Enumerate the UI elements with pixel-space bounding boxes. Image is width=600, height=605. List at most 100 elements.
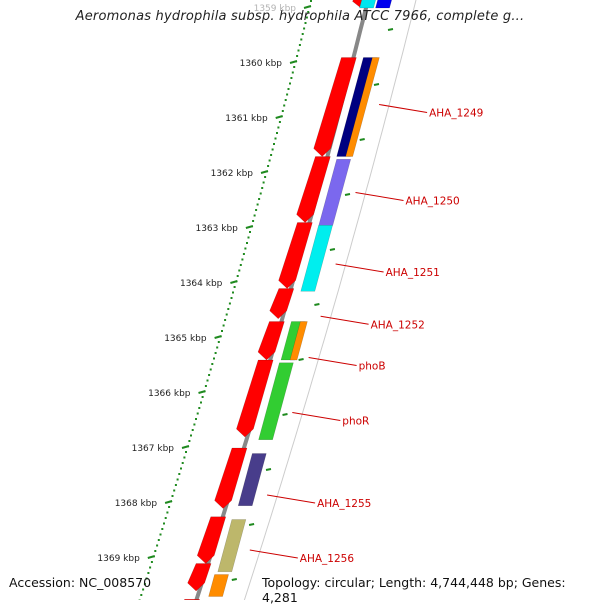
tick-label: 1366 kbp: [148, 389, 191, 399]
ruler-dot: [147, 572, 150, 574]
tick-marks: 1359 kbp 1360 kbp 1361 kbp 1362 kbp 1363 kbp…: [97, 4, 394, 581]
topology-text: Topology: circular; Length: 4,744,448 bp…: [262, 575, 566, 605]
gene-leader-line: [292, 412, 341, 421]
ruler-dot: [188, 440, 191, 442]
ruler-dot: [209, 368, 212, 371]
tick-label: 1367 kbp: [132, 444, 175, 454]
tick-mark: [164, 500, 173, 504]
ruler-dot: [289, 82, 291, 85]
gene-track: [208, 0, 392, 597]
backbone: [194, 0, 417, 600]
ruler-dot: [157, 539, 160, 541]
ruler-dot: [216, 346, 219, 349]
ruler-dot: [271, 148, 274, 151]
cds-arrow: [214, 447, 248, 509]
ruler-dot: [305, 16, 308, 19]
ruler-dot: [261, 187, 264, 189]
ruler-dot: [293, 66, 296, 68]
tick-mark: [245, 225, 254, 229]
ruler-dot: [273, 143, 275, 145]
tick-mark: [275, 115, 283, 119]
tick-label: 1359 kbp: [254, 4, 297, 14]
ruler-dot: [230, 297, 233, 299]
cds-arrow: [187, 563, 212, 592]
ruler-dot: [310, 0, 312, 2]
right-tick-mark: [387, 28, 394, 31]
ruler-dot: [181, 462, 184, 464]
ruler-dot: [244, 247, 247, 250]
gene-block: [217, 519, 247, 573]
right-tick-mark: [265, 468, 272, 471]
ruler-dot: [286, 93, 289, 96]
ruler-dot: [284, 99, 287, 101]
ruler-dot: [303, 27, 306, 30]
gene-label: AHA_1252: [371, 319, 425, 331]
tick-label: 1363 kbp: [195, 224, 238, 234]
gene-block: [289, 321, 308, 361]
gene-label: phoB: [359, 361, 386, 373]
ruler-dot: [198, 407, 201, 409]
ruler-dot: [246, 242, 248, 244]
gene-leader-line: [355, 192, 404, 201]
ruler-dot: [208, 374, 211, 376]
ruler-dot: [171, 495, 174, 497]
gene-leader-line: [249, 549, 298, 559]
ruler-dot: [143, 583, 146, 585]
ruler-dot: [300, 38, 303, 41]
tick-mark: [230, 280, 238, 284]
tick-mark: [198, 390, 206, 394]
ruler-dot: [278, 121, 281, 123]
ruler-dot: [268, 159, 271, 162]
right-tick-mark: [373, 83, 380, 86]
ruler-dot: [193, 423, 196, 426]
tick-label: 1364 kbp: [180, 279, 223, 289]
ruler-dot: [255, 209, 258, 211]
ruler-dot: [228, 302, 231, 305]
ruler-dot: [221, 330, 223, 332]
ruler-dot: [163, 522, 165, 525]
ruler-dot: [241, 258, 244, 261]
ruler-dot: [274, 137, 277, 140]
ruler-dot: [304, 22, 307, 24]
cds-arrow: [269, 288, 295, 320]
ruler-dot: [307, 11, 310, 13]
ruler-dot: [287, 88, 290, 90]
ruler-dot: [247, 236, 250, 239]
cds-arrow: [296, 156, 331, 223]
ruler-dot: [174, 484, 177, 486]
ruler-dot: [173, 489, 176, 492]
ruler-dot: [301, 33, 304, 35]
tick-label: 1361 kbp: [225, 114, 268, 124]
ruler-dot: [201, 396, 204, 398]
right-tick-mark: [231, 578, 237, 581]
ruler-dot: [291, 71, 294, 74]
gene-block: [208, 574, 229, 597]
ruler-dot: [249, 231, 251, 233]
gene-label: AHA_1250: [406, 196, 460, 208]
tick-mark: [260, 170, 269, 174]
gene-leader-line: [308, 357, 357, 366]
ruler-dot: [239, 264, 242, 266]
cds-arrow: [196, 516, 227, 564]
right-tick-mark: [359, 138, 365, 141]
right-tick-mark: [282, 413, 288, 416]
tick-label: 1368 kbp: [115, 499, 158, 509]
ruler-dot: [185, 451, 187, 453]
cds-arrow: [278, 222, 313, 289]
ruler-dot: [156, 544, 159, 547]
tick-mark: [214, 335, 222, 339]
gene-block: [237, 453, 267, 506]
tick-label: 1360 kbp: [240, 59, 283, 69]
ruler-dot: [277, 126, 280, 129]
gene-leader-line: [320, 315, 369, 325]
ruler-dot: [140, 594, 143, 596]
ruler-dot: [238, 269, 241, 272]
ruler-dot: [253, 214, 256, 217]
gene-leader-line: [267, 494, 316, 504]
outer-ring-line: [243, 0, 417, 600]
gene-label: AHA_1256: [300, 553, 355, 565]
ruler-dot: [222, 324, 225, 327]
gene-leader-line: [335, 263, 384, 273]
ruler-dot: [154, 550, 157, 552]
cds-arrow: [257, 321, 285, 361]
